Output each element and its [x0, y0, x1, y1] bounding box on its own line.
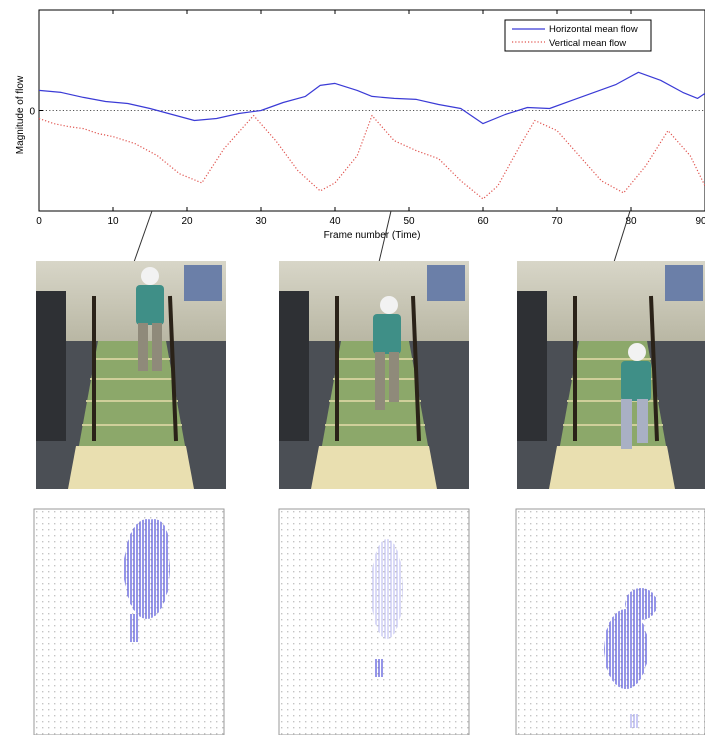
video-frame-2	[279, 261, 469, 489]
series-line-horizontal-mean-flow	[38, 71, 705, 125]
optical-flow-field-1	[33, 508, 225, 735]
x-axis-label: Frame number (Time)	[324, 230, 421, 241]
legend-label-vertical: Vertical mean flow	[549, 38, 626, 49]
x-tick-label: 90	[695, 216, 705, 227]
y-tick-label: 0	[29, 107, 35, 118]
frame-connectors	[133, 210, 631, 263]
x-tick-label: 70	[551, 216, 563, 227]
x-tick-label: 10	[107, 216, 119, 227]
y-ticks: 0	[29, 107, 43, 118]
x-tick-label: 80	[625, 216, 637, 227]
flow-chart: 0 10 20 30 40 50 60 70 80 90 0 Frame number (Time…	[15, 9, 705, 241]
x-tick-label: 30	[255, 216, 267, 227]
optical-flow-field-3	[515, 508, 705, 735]
x-tick-label: 0	[36, 216, 42, 227]
x-tick-label: 40	[329, 216, 341, 227]
y-axis-label: Magnitude of flow	[15, 75, 26, 154]
x-ticks: 0 10 20 30 40 50 60 70 80 90	[36, 10, 705, 227]
connector-frame-3	[613, 210, 631, 263]
x-tick-label: 20	[181, 216, 193, 227]
video-frame-3	[517, 261, 705, 489]
series-layer	[38, 71, 705, 200]
x-tick-label: 50	[403, 216, 415, 227]
legend-label-horizontal: Horizontal mean flow	[549, 24, 638, 35]
optical-flow-field-2	[278, 508, 470, 735]
connector-frame-2	[378, 210, 392, 263]
video-frame-1	[36, 261, 226, 489]
connector-frame-1	[133, 210, 153, 263]
x-tick-label: 60	[477, 216, 489, 227]
legend-box	[504, 19, 652, 52]
legend: Horizontal mean flow Vertical mean flow	[504, 19, 652, 52]
